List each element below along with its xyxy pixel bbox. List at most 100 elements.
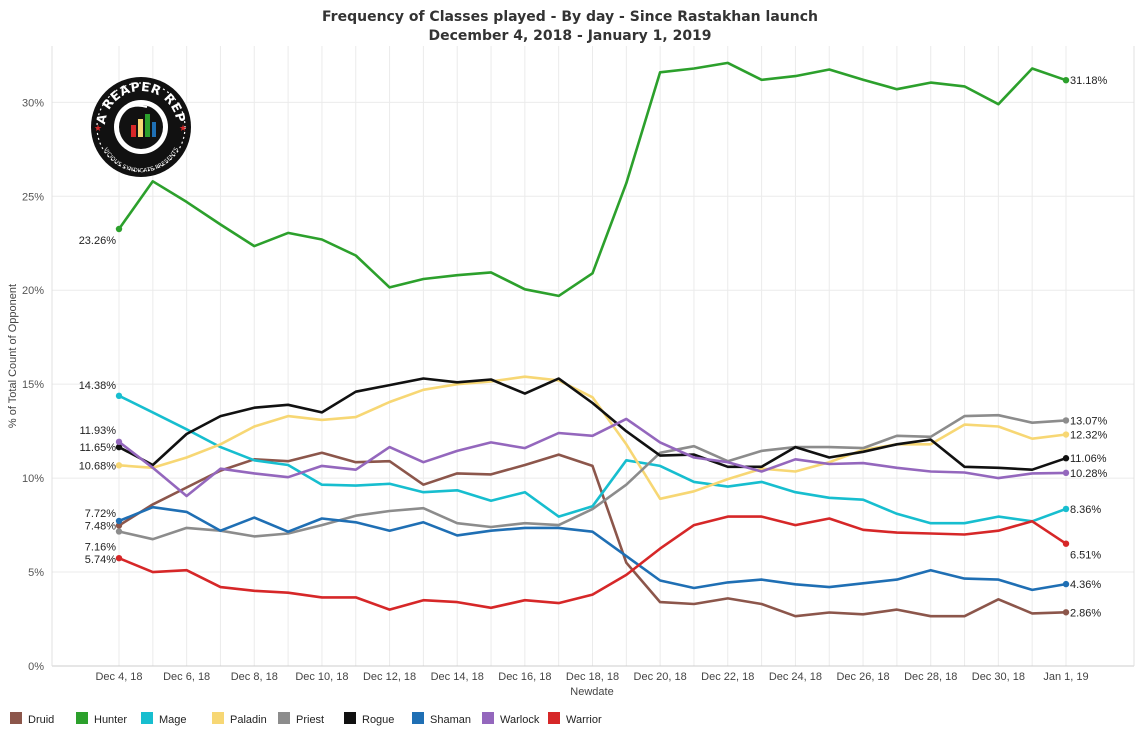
end-label-warrior: 6.51% bbox=[1070, 550, 1101, 562]
y-tick-label: 0% bbox=[28, 661, 44, 673]
x-tick-label: Dec 4, 18 bbox=[95, 671, 142, 683]
chart-title: Frequency of Classes played - By day - S… bbox=[322, 9, 818, 25]
series-line-priest bbox=[117, 413, 1068, 541]
end-label-druid: 2.86% bbox=[1070, 607, 1101, 619]
legend-swatch-hunter bbox=[76, 712, 88, 724]
x-tick-label: Dec 6, 18 bbox=[163, 671, 210, 683]
start-label-priest: 7.16% bbox=[85, 541, 116, 553]
logo-bar-4 bbox=[152, 122, 156, 137]
legend-label-shaman: Shaman bbox=[430, 714, 471, 726]
series-end-point-paladin bbox=[1062, 431, 1070, 438]
legend-swatch-rogue bbox=[344, 712, 356, 724]
series-line-rogue bbox=[117, 377, 1068, 472]
series-start-point-druid bbox=[115, 522, 123, 529]
series-start-point-paladin bbox=[115, 462, 123, 469]
legend-label-priest: Priest bbox=[296, 714, 324, 726]
y-tick-label: 10% bbox=[22, 473, 44, 485]
x-tick-label: Dec 16, 18 bbox=[498, 671, 551, 683]
series-start-point-rogue bbox=[115, 443, 123, 451]
series-start-point-priest bbox=[115, 528, 123, 535]
x-tick-label: Dec 22, 18 bbox=[701, 671, 754, 683]
legend-label-druid: Druid bbox=[28, 714, 54, 726]
series-end-point-shaman bbox=[1062, 580, 1070, 588]
data-reaper-report-logo: DATA REAPER REPORT VICIOUS SYNDICATE PRE… bbox=[91, 77, 191, 177]
x-tick-label: Dec 20, 18 bbox=[634, 671, 687, 683]
end-label-warlock: 10.28% bbox=[1070, 468, 1108, 480]
series-end-point-hunter bbox=[1062, 76, 1070, 84]
start-label-warrior: 5.74% bbox=[85, 554, 116, 566]
x-axis-ticks: Dec 4, 18 Dec 6, 18 Dec 8, 18 Dec 10, 18 Dec… bbox=[95, 671, 1088, 683]
series-line-shaman bbox=[117, 505, 1068, 592]
series-line-paladin bbox=[117, 375, 1068, 501]
x-tick-label: Jan 1, 19 bbox=[1043, 671, 1088, 683]
start-label-druid: 7.48% bbox=[85, 520, 116, 532]
x-tick-label: Dec 12, 18 bbox=[363, 671, 416, 683]
x-tick-label: Dec 24, 18 bbox=[769, 671, 822, 683]
series-end-point-druid bbox=[1062, 609, 1070, 616]
x-tick-label: Dec 18, 18 bbox=[566, 671, 619, 683]
y-tick-label: 15% bbox=[22, 379, 44, 391]
x-tick-label: Dec 30, 18 bbox=[972, 671, 1025, 683]
y-tick-label: 20% bbox=[22, 285, 44, 297]
start-label-warlock: 11.93% bbox=[80, 425, 117, 437]
legend: Druid Hunter Mage Paladin Priest Rogue Shaman W… bbox=[10, 712, 602, 726]
start-label-mage: 14.38% bbox=[79, 380, 117, 392]
legend-swatch-priest bbox=[278, 712, 290, 724]
x-tick-label: Dec 26, 18 bbox=[836, 671, 889, 683]
logo-bar-3 bbox=[145, 114, 150, 137]
legend-label-rogue: Rogue bbox=[362, 714, 394, 726]
y-tick-label: 5% bbox=[28, 567, 44, 579]
series-layer bbox=[115, 61, 1070, 618]
series-line-mage bbox=[117, 394, 1068, 525]
legend-label-hunter: Hunter bbox=[94, 714, 127, 726]
legend-swatch-shaman bbox=[412, 712, 424, 724]
logo-bar-2 bbox=[138, 119, 143, 137]
start-label-paladin: 10.68% bbox=[79, 460, 117, 472]
legend-swatch-druid bbox=[10, 712, 22, 724]
series-start-point-shaman bbox=[115, 517, 123, 525]
end-label-mage: 8.36% bbox=[1070, 504, 1101, 516]
series-end-point-rogue bbox=[1062, 455, 1070, 462]
series-line-warrior bbox=[117, 515, 1068, 611]
end-label-priest: 13.07% bbox=[1070, 415, 1108, 427]
legend-label-paladin: Paladin bbox=[230, 714, 267, 726]
legend-swatch-warrior bbox=[548, 712, 560, 724]
x-axis-title: Newdate bbox=[570, 686, 613, 698]
end-label-paladin: 12.32% bbox=[1070, 430, 1108, 442]
legend-label-warrior: Warrior bbox=[566, 714, 602, 726]
legend-swatch-paladin bbox=[212, 712, 224, 724]
legend-swatch-warlock bbox=[482, 712, 494, 724]
label-layer: 7.48% 2.86% 23.26% 31.18% 14.38% 8.36% 10.68% 1… bbox=[79, 75, 1108, 619]
series-line-hunter bbox=[117, 61, 1068, 298]
start-label-rogue: 11.65% bbox=[80, 442, 117, 454]
start-label-shaman: 7.72% bbox=[85, 508, 116, 520]
x-tick-label: Dec 10, 18 bbox=[295, 671, 348, 683]
y-tick-label: 30% bbox=[22, 97, 44, 109]
end-label-shaman: 4.36% bbox=[1070, 579, 1101, 591]
series-end-point-warlock bbox=[1062, 469, 1070, 477]
series-start-point-hunter bbox=[115, 225, 123, 233]
logo-scythe-icon bbox=[122, 104, 148, 112]
series-end-point-mage bbox=[1062, 505, 1070, 513]
chart-subtitle: December 4, 2018 - January 1, 2019 bbox=[428, 28, 711, 44]
logo-star-right-icon: ★ bbox=[179, 123, 187, 133]
x-tick-label: Dec 28, 18 bbox=[904, 671, 957, 683]
start-label-hunter: 23.26% bbox=[79, 235, 117, 247]
y-tick-label: 25% bbox=[22, 191, 44, 203]
series-end-point-warrior bbox=[1062, 540, 1070, 547]
legend-label-mage: Mage bbox=[159, 714, 187, 726]
series-start-point-warrior bbox=[115, 554, 123, 562]
logo-inner-dashes bbox=[96, 82, 186, 172]
legend-swatch-mage bbox=[141, 712, 153, 724]
series-start-point-mage bbox=[115, 392, 123, 400]
x-tick-label: Dec 8, 18 bbox=[231, 671, 278, 683]
legend-label-warlock: Warlock bbox=[500, 714, 540, 726]
end-label-rogue: 11.06% bbox=[1070, 453, 1107, 465]
logo-bar-1 bbox=[131, 125, 136, 137]
end-label-hunter: 31.18% bbox=[1070, 75, 1108, 87]
x-tick-label: Dec 14, 18 bbox=[431, 671, 484, 683]
series-line-druid bbox=[117, 451, 1068, 618]
y-axis-title: % of Total Count of Opponent bbox=[7, 284, 19, 428]
series-line-warlock bbox=[117, 417, 1068, 498]
